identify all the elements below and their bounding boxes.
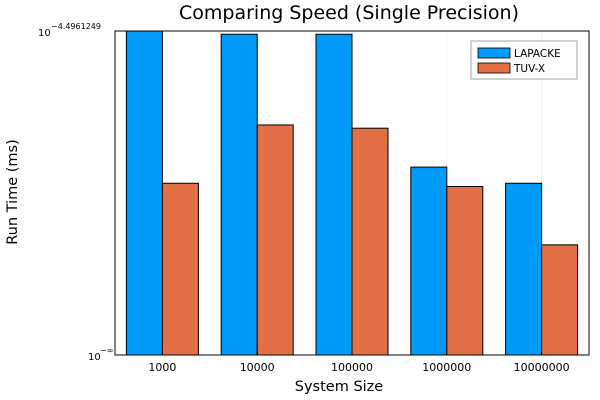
bar-lapacke bbox=[410, 166, 448, 356]
bar-lapacke bbox=[505, 182, 543, 356]
axes bbox=[114, 30, 590, 356]
x-tick-label: 10000 bbox=[240, 361, 275, 374]
legend: LAPACKE TUV-X bbox=[470, 40, 578, 80]
x-tick-label: 1000 bbox=[148, 361, 176, 374]
y-tick-bottom-base: 10 bbox=[88, 352, 101, 363]
chart-title: Comparing Speed (Single Precision) bbox=[179, 2, 519, 24]
x-tick-label: 100000 bbox=[331, 361, 373, 374]
bar-lapacke bbox=[220, 33, 258, 356]
legend-swatch bbox=[477, 47, 511, 59]
legend-swatch bbox=[477, 62, 511, 74]
bars bbox=[125, 30, 579, 356]
x-tick-label: 10000000 bbox=[514, 361, 570, 374]
legend-label: LAPACKE bbox=[514, 48, 561, 60]
y-tick-top-base: 10 bbox=[38, 28, 51, 39]
bar-tuv-x bbox=[446, 186, 484, 356]
y-tick-label-top: 10 −4.4961249 bbox=[38, 22, 101, 39]
y-tick-label-bottom: 10 −∞ bbox=[88, 346, 113, 363]
bar-lapacke bbox=[125, 30, 163, 356]
x-axis-label: System Size bbox=[295, 379, 384, 395]
x-tick-label: 1000000 bbox=[422, 361, 471, 374]
bar-tuv-x bbox=[256, 124, 294, 356]
y-tick-top-exponent: −4.4961249 bbox=[51, 22, 101, 31]
legend-label: TUV-X bbox=[513, 63, 545, 75]
bar-tuv-x bbox=[541, 244, 579, 356]
y-tick-bottom-exponent: −∞ bbox=[100, 346, 113, 355]
x-tick-labels: 1000 10000 100000 1000000 10000000 bbox=[148, 361, 569, 374]
y-axis-label: Run Time (ms) bbox=[5, 139, 21, 245]
bar-lapacke bbox=[315, 33, 353, 356]
bar-tuv-x bbox=[351, 127, 389, 356]
bar-tuv-x bbox=[161, 182, 199, 356]
